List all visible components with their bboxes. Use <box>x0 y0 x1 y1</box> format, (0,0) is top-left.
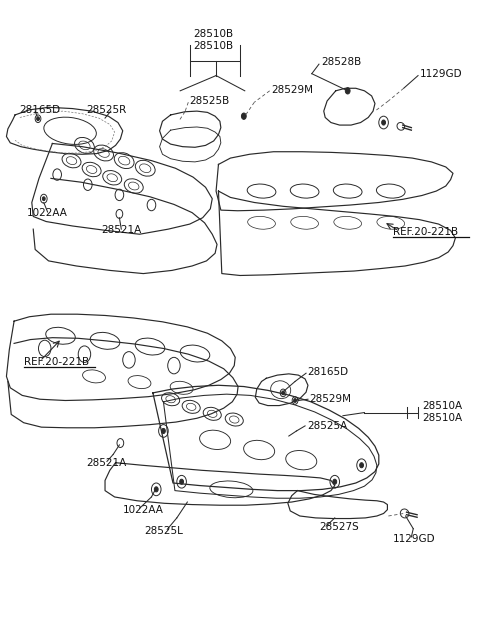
Text: 28525A: 28525A <box>307 421 347 431</box>
Text: 28529M: 28529M <box>310 394 351 404</box>
Text: 1129GD: 1129GD <box>393 534 436 544</box>
Text: 28521A: 28521A <box>101 225 142 235</box>
Text: REF.20-221B: REF.20-221B <box>24 357 89 368</box>
Circle shape <box>42 197 45 200</box>
Circle shape <box>333 479 336 484</box>
Circle shape <box>294 399 297 403</box>
Text: 28521A: 28521A <box>86 458 126 467</box>
Text: 1022AA: 1022AA <box>27 208 68 218</box>
Circle shape <box>345 88 350 94</box>
Circle shape <box>241 113 246 120</box>
Text: 28525R: 28525R <box>86 105 126 115</box>
Text: 28165D: 28165D <box>307 367 348 377</box>
Text: 28525L: 28525L <box>144 525 183 536</box>
Text: 28510A
28510A: 28510A 28510A <box>422 401 462 423</box>
Circle shape <box>360 463 363 467</box>
Text: 1022AA: 1022AA <box>123 504 164 515</box>
Circle shape <box>161 429 165 434</box>
Circle shape <box>382 120 385 125</box>
Text: REF.20-221B: REF.20-221B <box>393 227 458 237</box>
Circle shape <box>180 479 183 484</box>
Text: 28528B: 28528B <box>322 57 361 67</box>
Circle shape <box>155 487 158 492</box>
Circle shape <box>36 117 39 121</box>
Circle shape <box>282 391 285 395</box>
Text: 28510B
28510B: 28510B 28510B <box>193 29 234 51</box>
Text: 28165D: 28165D <box>19 105 60 115</box>
Text: 28527S: 28527S <box>319 522 359 532</box>
Text: 28525B: 28525B <box>190 96 230 106</box>
Text: 1129GD: 1129GD <box>420 69 462 79</box>
Text: 28529M: 28529M <box>271 85 313 95</box>
